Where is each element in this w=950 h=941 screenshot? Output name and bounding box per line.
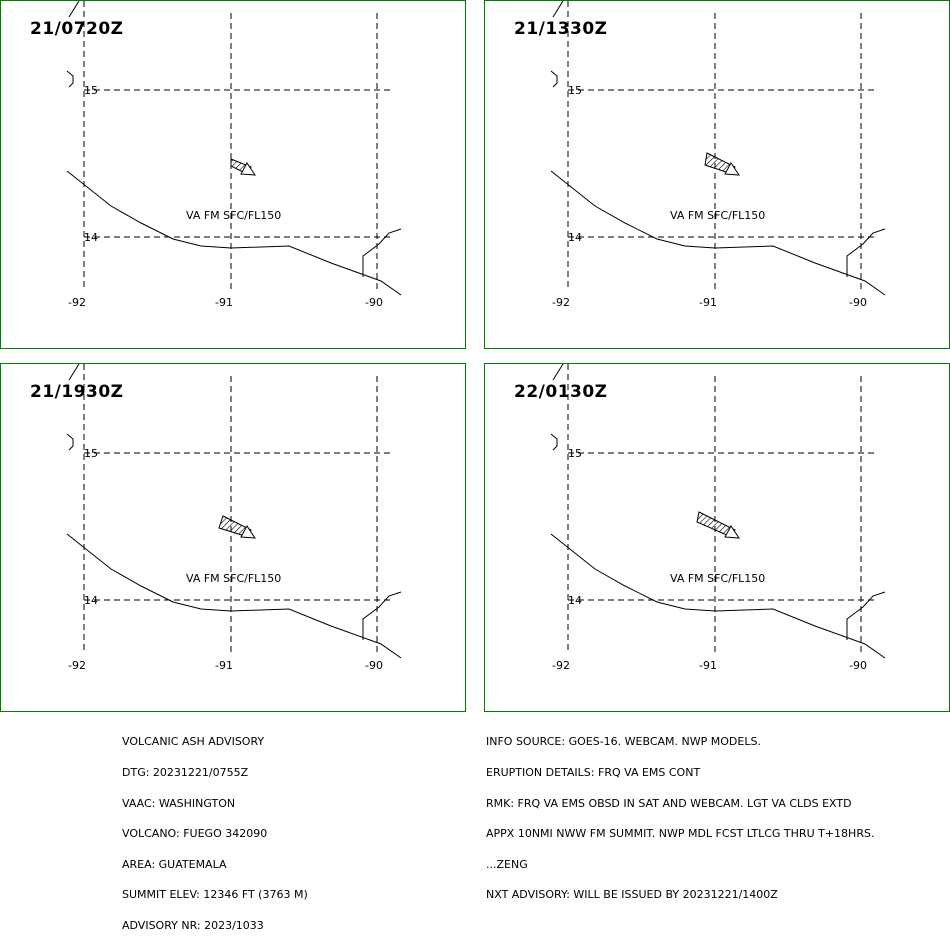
advisory-header-text: VOLCANIC ASH ADVISORY DTG: 20231221/0755…: [122, 717, 308, 941]
ash-cloud-label: VA FM SFC/FL150: [670, 572, 765, 585]
lon-label: -90: [849, 296, 867, 309]
lat-label: 14: [568, 594, 582, 607]
lon-label: -92: [68, 659, 86, 672]
border-line: [362, 591, 402, 640]
lon-label: -91: [215, 296, 233, 309]
forecast-time: 21/1930Z: [30, 382, 124, 402]
advisory-remarks: RMK: FRQ VA EMS OBSD IN SAT AND WEBCAM. …: [486, 796, 852, 810]
lon-label: -91: [215, 659, 233, 672]
coastline: [550, 170, 886, 296]
lon-label: -91: [699, 296, 717, 309]
volcano-marker: [724, 525, 740, 539]
border-line: [550, 433, 558, 451]
advisory-vaac: VAAC: WASHINGTON: [122, 796, 236, 810]
map-panel-3: 15 14 -92 -91 -90 VA FM SFC/FL150 21/193…: [0, 363, 466, 712]
advisory-details-text: INFO SOURCE: GOES-16. WEBCAM. NWP MODELS…: [486, 717, 874, 911]
lat-label: 14: [84, 231, 98, 244]
border-line: [66, 433, 74, 451]
ash-cloud-label: VA FM SFC/FL150: [670, 209, 765, 222]
advisory-number: ADVISORY NR: 2023/1033: [122, 918, 264, 932]
advisory-dtg: DTG: 20231221/0755Z: [122, 766, 249, 779]
advisory-remarks-cont: APPX 10NMI NWW FM SUMMIT. NWP MDL FCST L…: [486, 827, 875, 841]
coastline: [66, 170, 402, 296]
lat-label: 15: [568, 84, 582, 97]
border-line: [66, 70, 74, 88]
advisory-next: NXT ADVISORY: WILL BE ISSUED BY 20231221…: [486, 888, 778, 902]
lon-label: -92: [552, 659, 570, 672]
forecast-time: 22/0130Z: [514, 382, 608, 402]
map-canvas: 15 14 -92 -91 -90 VA FM SFC/FL150: [550, 364, 886, 672]
forecast-time: 21/0720Z: [30, 19, 124, 39]
ash-cloud-label: VA FM SFC/FL150: [186, 209, 281, 222]
advisory-area: AREA: GUATEMALA: [122, 857, 227, 871]
lat-label: 15: [84, 84, 98, 97]
advisory-eruption-details: ERUPTION DETAILS: FRQ VA EMS CONT: [486, 766, 701, 779]
advisory-summit-elev: SUMMIT ELEV: 12346 FT (3763 M): [122, 888, 308, 902]
border-line: [550, 70, 558, 88]
map-panel-1: 15 14 -92 -91 -90 VA FM SFC/FL150 21/072…: [0, 0, 466, 349]
border-line: [552, 1, 564, 18]
advisory-forecaster: ...ZENG: [486, 857, 528, 871]
lon-label: -90: [849, 659, 867, 672]
border-line: [846, 591, 886, 640]
border-line: [68, 1, 80, 18]
lon-label: -90: [365, 296, 383, 309]
ash-cloud-label: VA FM SFC/FL150: [186, 572, 281, 585]
lon-label: -92: [552, 296, 570, 309]
volcano-marker: [240, 162, 256, 176]
coastline: [550, 533, 886, 659]
map-panel-4: 15 14 -92 -91 -90 VA FM SFC/FL150 22/013…: [484, 363, 950, 712]
lon-label: -91: [699, 659, 717, 672]
lat-label: 15: [568, 447, 582, 460]
border-line: [362, 228, 402, 277]
advisory-volcano: VOLCANO: FUEGO 342090: [122, 827, 268, 841]
forecast-time: 21/1330Z: [514, 19, 608, 39]
coastline: [66, 533, 402, 659]
map-canvas: 15 14 -92 -91 -90 VA FM SFC/FL150: [66, 1, 402, 309]
volcano-marker: [240, 525, 256, 539]
border-line: [846, 228, 886, 277]
lon-label: -90: [365, 659, 383, 672]
advisory-info-source: INFO SOURCE: GOES-16. WEBCAM. NWP MODELS…: [486, 735, 761, 749]
volcano-marker: [724, 162, 740, 176]
map-panel-2: 15 14 -92 -91 -90 VA FM SFC/FL150 21/133…: [484, 0, 950, 349]
lat-label: 14: [84, 594, 98, 607]
lat-label: 14: [568, 231, 582, 244]
border-line: [552, 364, 564, 381]
map-canvas: 15 14 -92 -91 -90 VA FM SFC/FL150: [66, 364, 402, 672]
map-canvas: 15 14 -92 -91 -90 VA FM SFC/FL150: [550, 1, 886, 309]
lon-label: -92: [68, 296, 86, 309]
border-line: [68, 364, 80, 381]
lat-label: 15: [84, 447, 98, 460]
advisory-title: VOLCANIC ASH ADVISORY: [122, 735, 265, 749]
